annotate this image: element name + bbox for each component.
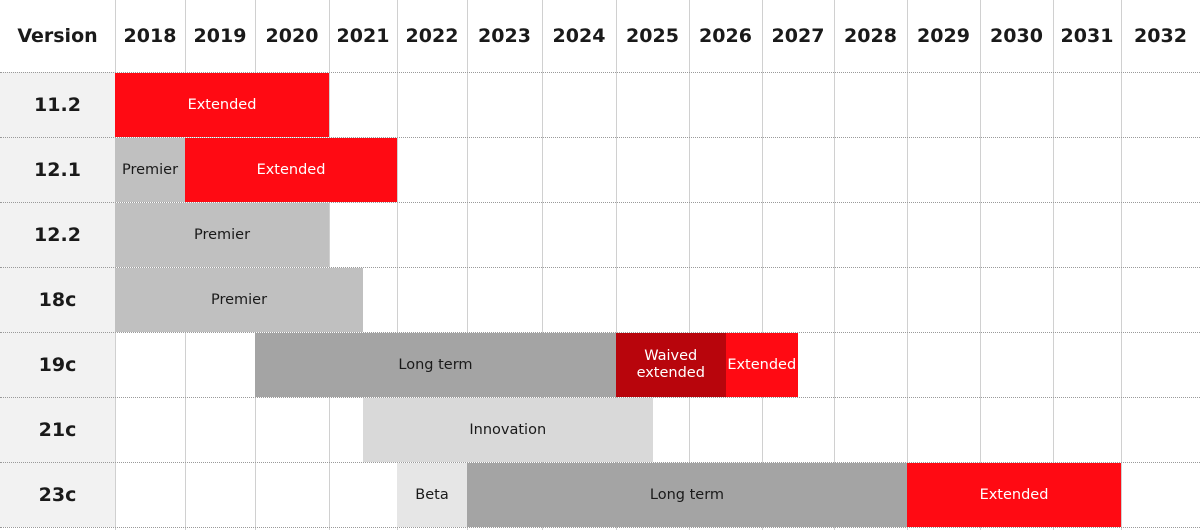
- grid-vline: [467, 0, 468, 530]
- year-tick-label: 2022: [405, 25, 459, 47]
- support-bar-label: Extended: [979, 486, 1049, 503]
- grid-vline: [689, 0, 690, 530]
- year-tick-label: 2032: [1134, 25, 1187, 47]
- version-column-background: [0, 72, 115, 527]
- support-bar-label: Extended: [727, 356, 797, 373]
- year-tick-label: 2030: [990, 25, 1043, 47]
- support-bar-label: Extended: [187, 96, 257, 113]
- version-label: 11.2: [34, 93, 81, 116]
- grid-vline: [616, 0, 617, 530]
- support-bar-extended: Extended: [185, 138, 397, 202]
- grid-hline: [0, 332, 1200, 333]
- year-tick-label: 2024: [552, 25, 606, 47]
- column-header-version: Version: [17, 25, 98, 47]
- year-tick-label: 2027: [771, 25, 825, 47]
- support-bar-premier: Premier: [115, 268, 363, 332]
- support-bar-label: Long term: [649, 486, 725, 503]
- year-tick-label: 2029: [917, 25, 970, 47]
- support-bar-label: Innovation: [469, 421, 547, 438]
- support-bar-extended: Extended: [725, 333, 798, 397]
- grid-vline: [329, 0, 330, 530]
- grid-vline: [1053, 0, 1054, 530]
- grid-hline: [0, 72, 1200, 73]
- grid-hline: [0, 267, 1200, 268]
- grid-vline: [907, 0, 908, 530]
- support-bar-label: Premier: [121, 161, 179, 178]
- grid-vline: [980, 0, 981, 530]
- version-label: 12.2: [34, 223, 81, 246]
- grid-hline: [0, 202, 1200, 203]
- year-tick-label: 2018: [123, 25, 177, 47]
- support-bar-beta: Beta: [397, 463, 467, 527]
- version-label: 21c: [38, 418, 77, 441]
- support-bar-label: Beta: [415, 486, 449, 503]
- year-tick-label: 2026: [699, 25, 752, 47]
- support-bar-label: Premier: [193, 226, 251, 243]
- year-tick-label: 2023: [478, 25, 531, 47]
- version-label: 19c: [38, 353, 77, 376]
- support-bar-label: Long term: [398, 356, 473, 373]
- grid-hline: [0, 137, 1200, 138]
- grid-vline: [834, 0, 835, 530]
- support-bar-extended: Extended: [907, 463, 1121, 527]
- version-label: 12.1: [34, 158, 81, 181]
- grid-vline: [397, 0, 398, 530]
- support-bar-label: Extended: [256, 161, 326, 178]
- support-bar-innovation: Innovation: [363, 398, 653, 462]
- support-bar-label: Premier: [210, 291, 268, 308]
- grid-vline: [542, 0, 543, 530]
- year-tick-label: 2031: [1060, 25, 1114, 47]
- support-bar-extended: Extended: [115, 73, 329, 137]
- grid-vline: [1121, 0, 1122, 530]
- grid-vline: [762, 0, 763, 530]
- support-bar-long-term: Long term: [255, 333, 616, 397]
- support-bar-premier: Premier: [115, 203, 329, 267]
- version-label: 23c: [38, 483, 77, 506]
- grid-hline: [0, 397, 1200, 398]
- year-tick-label: 2020: [265, 25, 319, 47]
- support-bar-long-term: Long term: [467, 463, 907, 527]
- grid-hline: [0, 462, 1200, 463]
- support-bar-label: Waived extended: [636, 348, 705, 381]
- support-bar-premier: Premier: [115, 138, 185, 202]
- year-tick-label: 2025: [626, 25, 679, 47]
- support-bar-waived-extended: Waived extended: [616, 333, 726, 397]
- grid-hline: [0, 527, 1200, 528]
- year-tick-label: 2028: [844, 25, 897, 47]
- version-label: 18c: [38, 288, 77, 311]
- year-tick-label: 2021: [336, 25, 390, 47]
- year-tick-label: 2019: [193, 25, 247, 47]
